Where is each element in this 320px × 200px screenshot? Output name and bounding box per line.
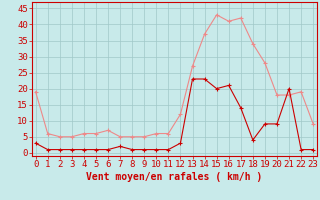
X-axis label: Vent moyen/en rafales ( km/h ): Vent moyen/en rafales ( km/h ) bbox=[86, 172, 262, 182]
